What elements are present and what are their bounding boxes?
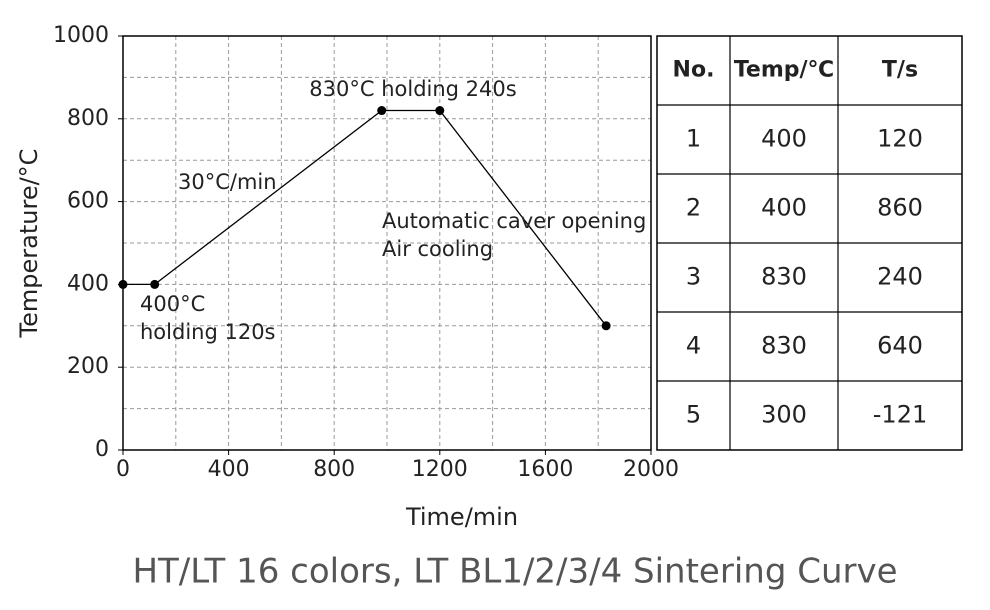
annotation: 830°C holding 240s	[309, 77, 516, 101]
data-point	[118, 279, 128, 289]
annotation: holding 120s	[140, 320, 276, 344]
x-tick-label: 1600	[517, 457, 573, 482]
y-tick-label: 200	[67, 354, 109, 379]
table-header: Temp/℃	[734, 58, 834, 83]
y-tick-label: 0	[95, 437, 109, 462]
data-point	[601, 321, 611, 331]
table-cell: 3	[686, 263, 701, 291]
annotation: 400°C	[140, 292, 205, 316]
table-cell: 120	[877, 125, 923, 153]
data-point	[435, 106, 445, 116]
y-tick-label: 400	[67, 271, 109, 296]
y-tick-label: 600	[67, 189, 109, 214]
table-cell: 400	[761, 194, 807, 222]
annotation: 30°C/min	[178, 170, 277, 194]
x-tick-label: 400	[208, 457, 250, 482]
x-tick-label: 800	[313, 457, 355, 482]
plot-frame	[122, 35, 652, 451]
y-tick-label: 800	[67, 106, 109, 131]
table-cell: 640	[877, 332, 923, 360]
table-cell: 1	[686, 125, 701, 153]
table-cell: 830	[761, 332, 807, 360]
table-cell: 860	[877, 194, 923, 222]
data-point	[377, 106, 387, 116]
data-point	[150, 279, 160, 289]
x-tick-label: 1200	[412, 457, 468, 482]
table-header: No.	[673, 58, 715, 83]
annotation: Automatic caver opening	[382, 209, 646, 233]
y-axis-label: Temperature/°C	[15, 149, 43, 339]
table-cell: 830	[761, 263, 807, 291]
table-cell: 5	[686, 401, 701, 429]
table-header: T/s	[882, 58, 918, 83]
table-cell: -121	[873, 401, 927, 429]
chart-title: HT/LT 16 colors, LT BL1/2/3/4 Sintering …	[132, 552, 897, 592]
table-cell: 240	[877, 263, 923, 291]
x-axis-label: Time/min	[405, 503, 518, 531]
table-cell: 400	[761, 125, 807, 153]
annotation: Air cooling	[382, 237, 493, 261]
table-cell: 2	[686, 194, 701, 222]
x-tick-label: 0	[116, 457, 130, 482]
x-tick-label: 2000	[623, 457, 679, 482]
table-cell: 300	[761, 401, 807, 429]
table-cell: 4	[686, 332, 701, 360]
y-tick-label: 1000	[53, 23, 109, 48]
